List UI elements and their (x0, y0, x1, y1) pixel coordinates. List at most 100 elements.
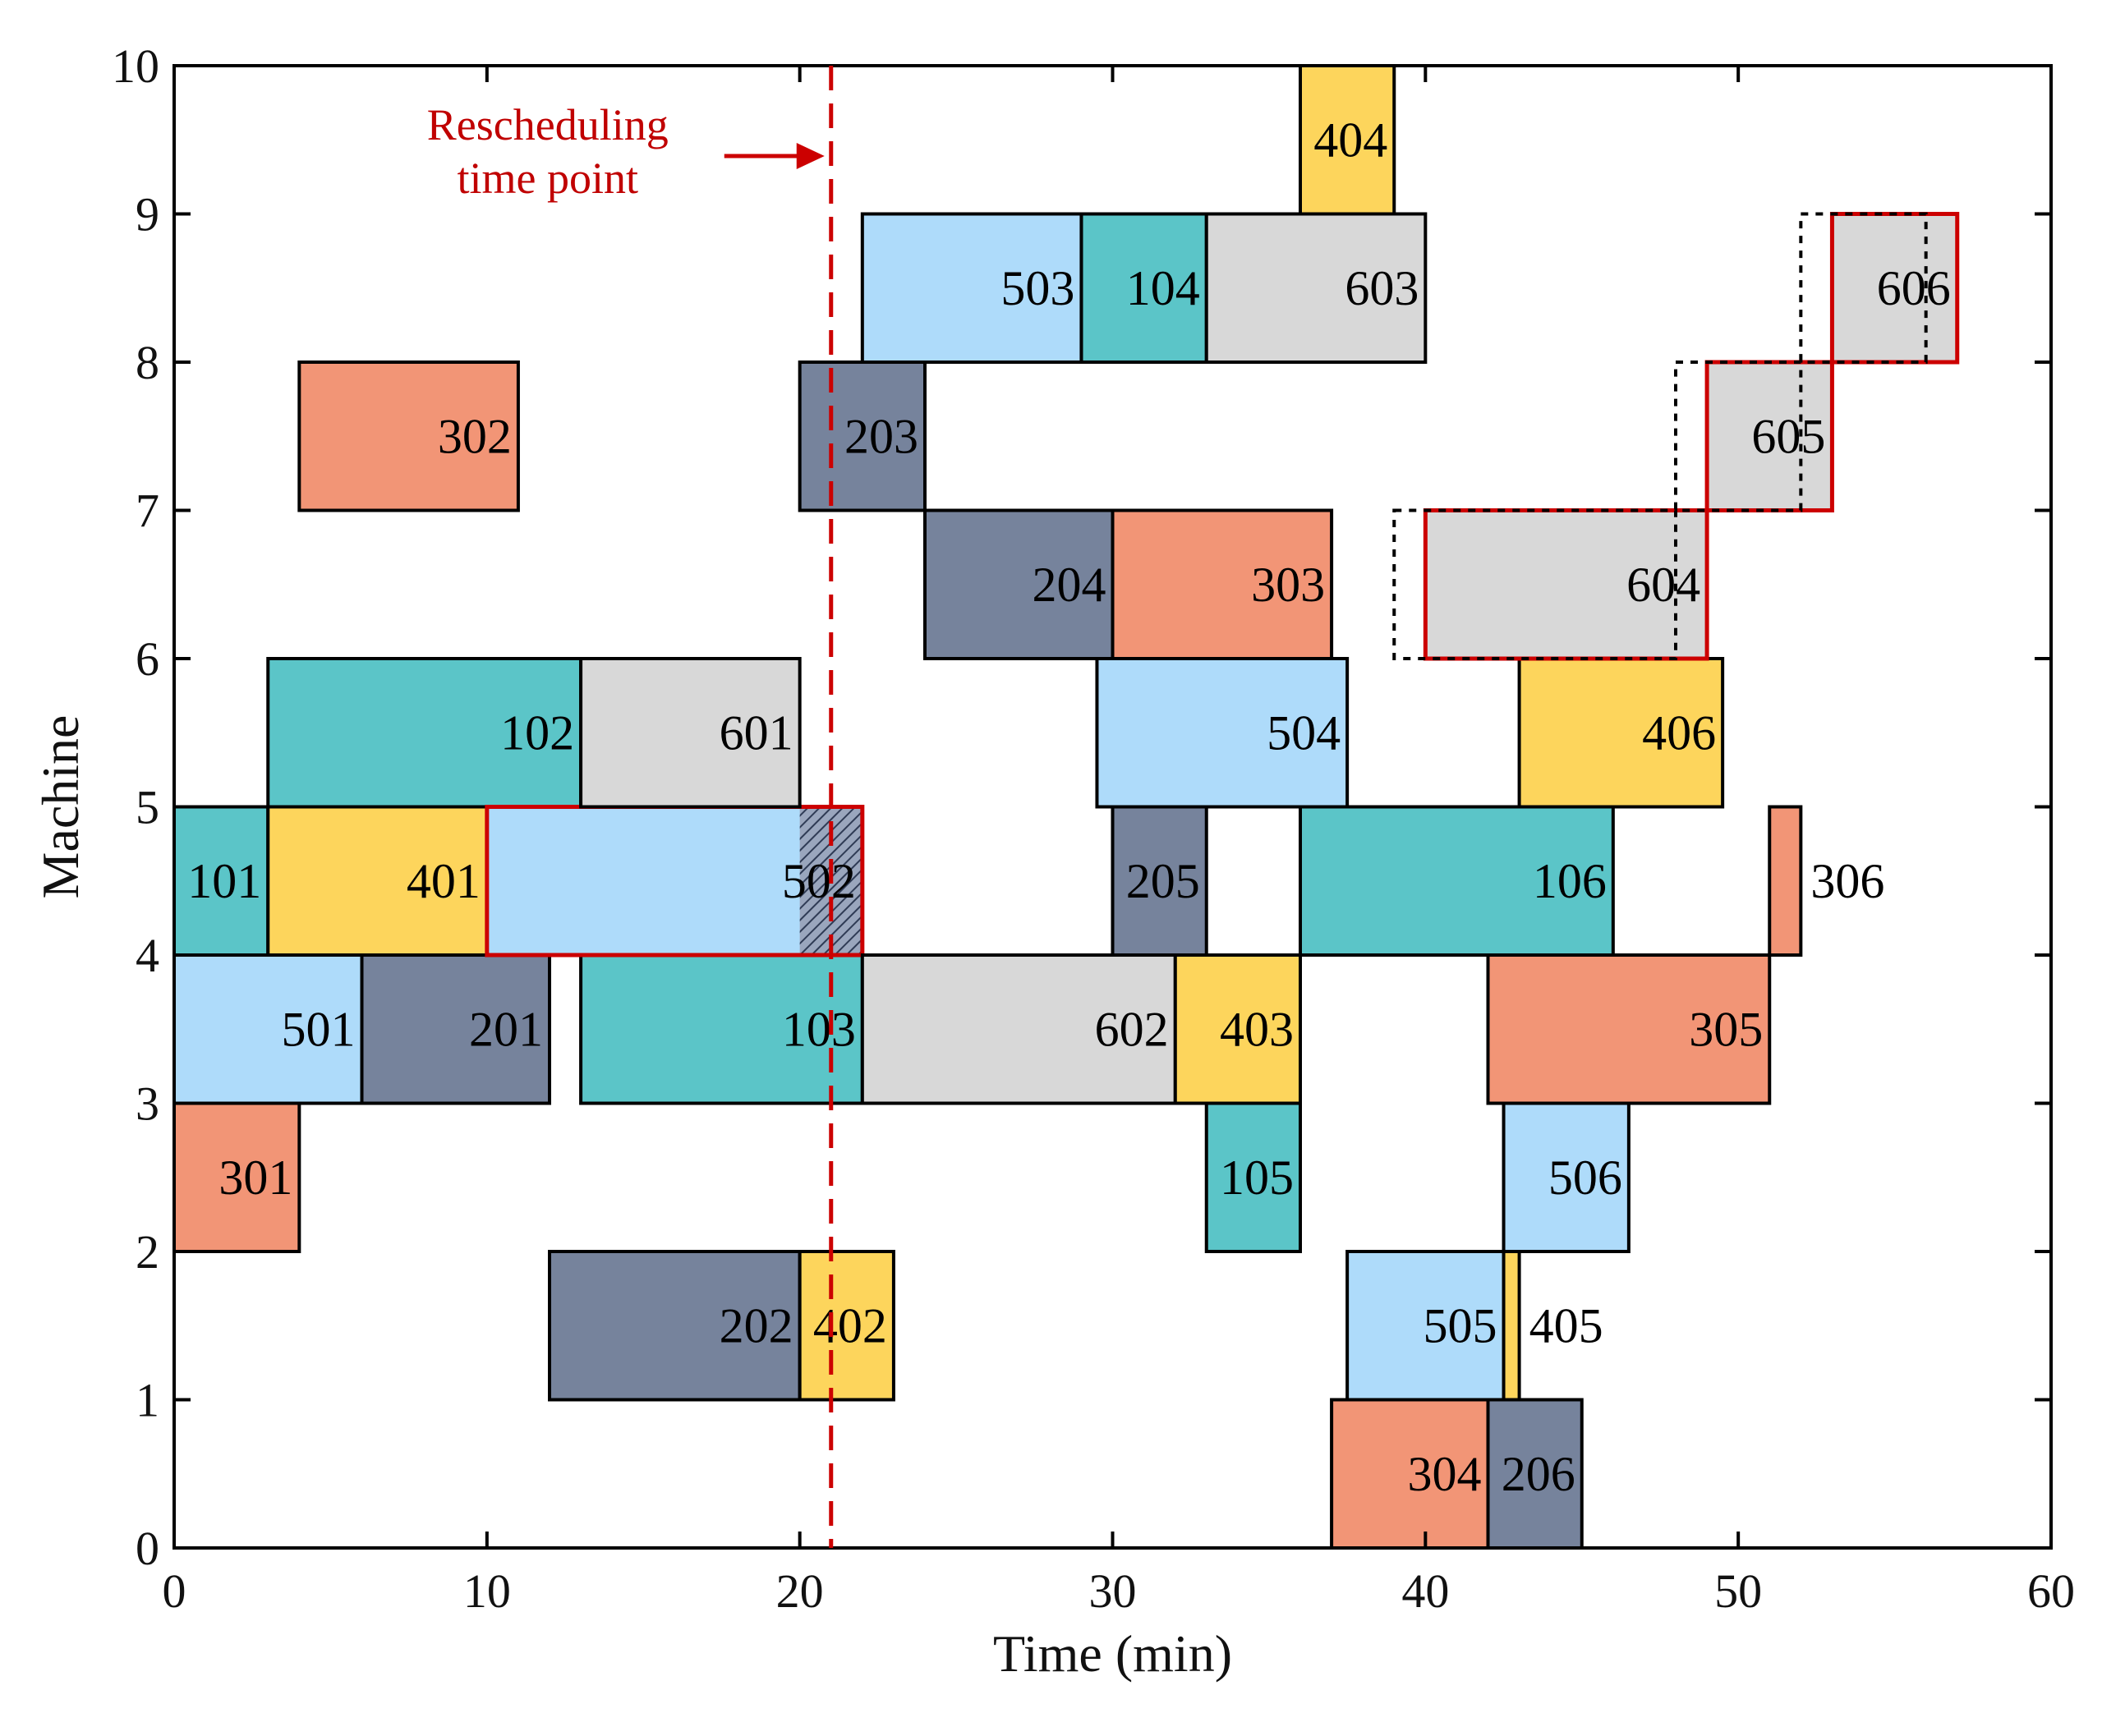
operation-label-601: 601 (720, 705, 793, 760)
operation-205: 205 (1111, 805, 1208, 957)
y-tick-label: 2 (136, 1225, 159, 1279)
operation-bar-101 (172, 805, 270, 957)
operation-305: 305 (1486, 953, 1772, 1105)
operation-bar-506 (1502, 1101, 1631, 1253)
operation-504: 504 (1095, 657, 1350, 809)
y-tick-label: 0 (136, 1522, 159, 1575)
operation-label-403: 403 (1220, 1002, 1294, 1056)
operation-401: 401 (266, 805, 489, 957)
operation-label-603: 603 (1345, 261, 1419, 315)
operation-505: 505 (1345, 1250, 1506, 1402)
rescheduling-marker: Rescheduling time point (427, 66, 834, 1548)
operation-106: 106 (1299, 805, 1615, 957)
operation-606: 606 (1829, 212, 1960, 365)
x-tick-label: 60 (2027, 1564, 2075, 1618)
operation-bar-601 (579, 657, 802, 809)
rescheduling-label-line2: time point (458, 154, 638, 203)
operation-bar-203 (798, 361, 927, 512)
operation-502: 502 (485, 805, 865, 958)
operation-605: 605 (1704, 360, 1834, 512)
operation-501: 501 (172, 953, 364, 1105)
operation-bar-403 (1173, 953, 1302, 1105)
operation-bar-402 (798, 1250, 895, 1402)
operation-label-305: 305 (1689, 1002, 1763, 1056)
operation-label-405: 405 (1529, 1298, 1603, 1353)
operation-label-605: 605 (1751, 409, 1825, 463)
y-tick-label: 10 (112, 39, 159, 93)
axis-ticks: 0 10 20 30 40 50 60 0 1 2 3 4 5 6 7 8 9 10 (112, 39, 2075, 1618)
operation-404: 404 (1299, 64, 1396, 216)
operation-604: 604 (1423, 508, 1709, 661)
operation-506: 506 (1502, 1101, 1631, 1253)
operation-304: 304 (1330, 1398, 1490, 1550)
operation-label-206: 206 (1502, 1447, 1575, 1501)
operation-bar-106 (1299, 805, 1615, 957)
operation-label-103: 103 (782, 1002, 856, 1056)
operation-label-301: 301 (218, 1150, 292, 1205)
operation-bar-602 (860, 953, 1177, 1105)
operation-103: 103 (579, 953, 864, 1105)
operation-label-201: 201 (469, 1002, 543, 1056)
operation-label-205: 205 (1126, 854, 1200, 908)
operation-bar-306 (1768, 805, 1803, 957)
y-tick-label: 4 (136, 929, 159, 982)
operation-603: 603 (1204, 212, 1428, 364)
operation-301: 301 (172, 1101, 301, 1253)
operation-601: 601 (579, 657, 802, 809)
operation-402: 402 (798, 1250, 895, 1402)
operation-bar-202 (548, 1250, 802, 1402)
operation-label-406: 406 (1642, 705, 1716, 760)
operation-label-101: 101 (187, 854, 261, 908)
y-axis-title: Machine (31, 715, 90, 899)
operation-label-204: 204 (1033, 558, 1106, 612)
operation-202: 202 (548, 1250, 802, 1402)
operation-bar-201 (360, 953, 551, 1105)
operation-label-506: 506 (1548, 1150, 1622, 1205)
operation-306: 306 (1768, 805, 1884, 957)
rescheduling-label-line1: Rescheduling (427, 100, 669, 149)
operation-label-106: 106 (1533, 854, 1607, 908)
operation-label-402: 402 (813, 1298, 887, 1353)
operation-406: 406 (1517, 657, 1725, 809)
operation-label-604: 604 (1626, 558, 1700, 612)
x-tick-label: 50 (1714, 1564, 1762, 1618)
operation-101: 101 (172, 805, 270, 957)
operation-label-602: 602 (1095, 1002, 1169, 1056)
operation-bar-603 (1204, 212, 1428, 364)
operation-label-501: 501 (282, 1002, 356, 1056)
y-tick-label: 8 (136, 336, 159, 389)
operation-206: 206 (1486, 1398, 1584, 1550)
operation-label-304: 304 (1408, 1447, 1482, 1501)
original-schedule-outlines (1392, 212, 1928, 660)
x-tick-label: 40 (1401, 1564, 1449, 1618)
y-tick-label: 3 (136, 1077, 159, 1131)
operation-label-404: 404 (1313, 113, 1387, 167)
operation-bar-105 (1204, 1101, 1302, 1253)
original-outline-604 (1392, 508, 1677, 660)
operation-label-303: 303 (1251, 558, 1325, 612)
operation-303: 303 (1111, 508, 1334, 660)
operation-bar-504 (1095, 657, 1350, 809)
y-tick-label: 6 (136, 632, 159, 686)
y-tick-label: 9 (136, 188, 159, 241)
operation-label-102: 102 (500, 705, 574, 760)
operation-302: 302 (297, 361, 520, 512)
operation-label-504: 504 (1267, 705, 1341, 760)
x-tick-label: 30 (1089, 1564, 1137, 1618)
operation-label-306: 306 (1810, 854, 1884, 908)
operation-105: 105 (1204, 1101, 1302, 1253)
original-outline-605 (1674, 361, 1803, 512)
y-tick-label: 5 (136, 781, 159, 834)
operation-bars: 101 102 103 104 105 106 201 202 203 204 205 206 301 3… (172, 64, 1960, 1550)
operation-label-401: 401 (407, 854, 481, 908)
operation-bar-503 (860, 212, 1083, 364)
operation-label-105: 105 (1220, 1150, 1294, 1205)
operation-bar-104 (1079, 212, 1208, 364)
operation-403: 403 (1173, 953, 1302, 1105)
operation-bar-302 (297, 361, 520, 512)
operation-bar-205 (1111, 805, 1208, 957)
operation-203: 203 (798, 361, 927, 512)
operation-104: 104 (1079, 212, 1208, 364)
operation-label-502: 502 (782, 854, 856, 908)
